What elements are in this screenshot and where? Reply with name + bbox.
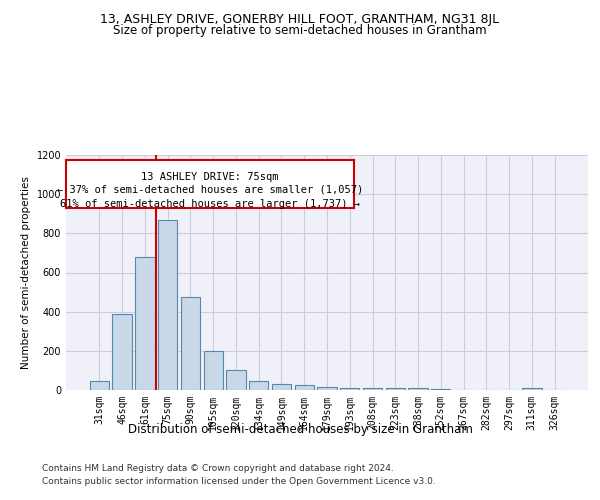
Bar (135, 257, 155, 390)
Text: 13, ASHLEY DRIVE, GONERBY HILL FOOT, GRANTHAM, NG31 8JL: 13, ASHLEY DRIVE, GONERBY HILL FOOT, GRA… (100, 12, 500, 26)
Text: Size of property relative to semi-detached houses in Grantham: Size of property relative to semi-detach… (113, 24, 487, 37)
Bar (431, 389, 451, 390)
Text: 13 ASHLEY DRIVE: 75sqm: 13 ASHLEY DRIVE: 75sqm (141, 172, 279, 182)
Bar (249, 381, 268, 390)
Text: Contains HM Land Registry data © Crown copyright and database right 2024.: Contains HM Land Registry data © Crown c… (42, 464, 394, 473)
Text: Contains public sector information licensed under the Open Government Licence v3: Contains public sector information licen… (42, 478, 436, 486)
Text: ← 37% of semi-detached houses are smaller (1,057): ← 37% of semi-detached houses are smalle… (57, 184, 363, 194)
Bar (317, 387, 337, 390)
Bar (272, 384, 291, 390)
Bar (203, 351, 223, 390)
Bar (181, 297, 200, 390)
Bar (226, 370, 245, 390)
Bar (158, 220, 178, 390)
Bar (295, 385, 314, 390)
Bar (90, 381, 109, 390)
Bar (112, 314, 132, 390)
Bar (522, 388, 542, 390)
Text: Distribution of semi-detached houses by size in Grantham: Distribution of semi-detached houses by … (128, 422, 472, 436)
Bar (340, 388, 359, 390)
Bar (363, 388, 382, 390)
Bar (386, 388, 405, 390)
Text: 61% of semi-detached houses are larger (1,737) →: 61% of semi-detached houses are larger (… (60, 199, 360, 209)
Y-axis label: Number of semi-detached properties: Number of semi-detached properties (21, 176, 31, 369)
Bar (409, 388, 428, 390)
